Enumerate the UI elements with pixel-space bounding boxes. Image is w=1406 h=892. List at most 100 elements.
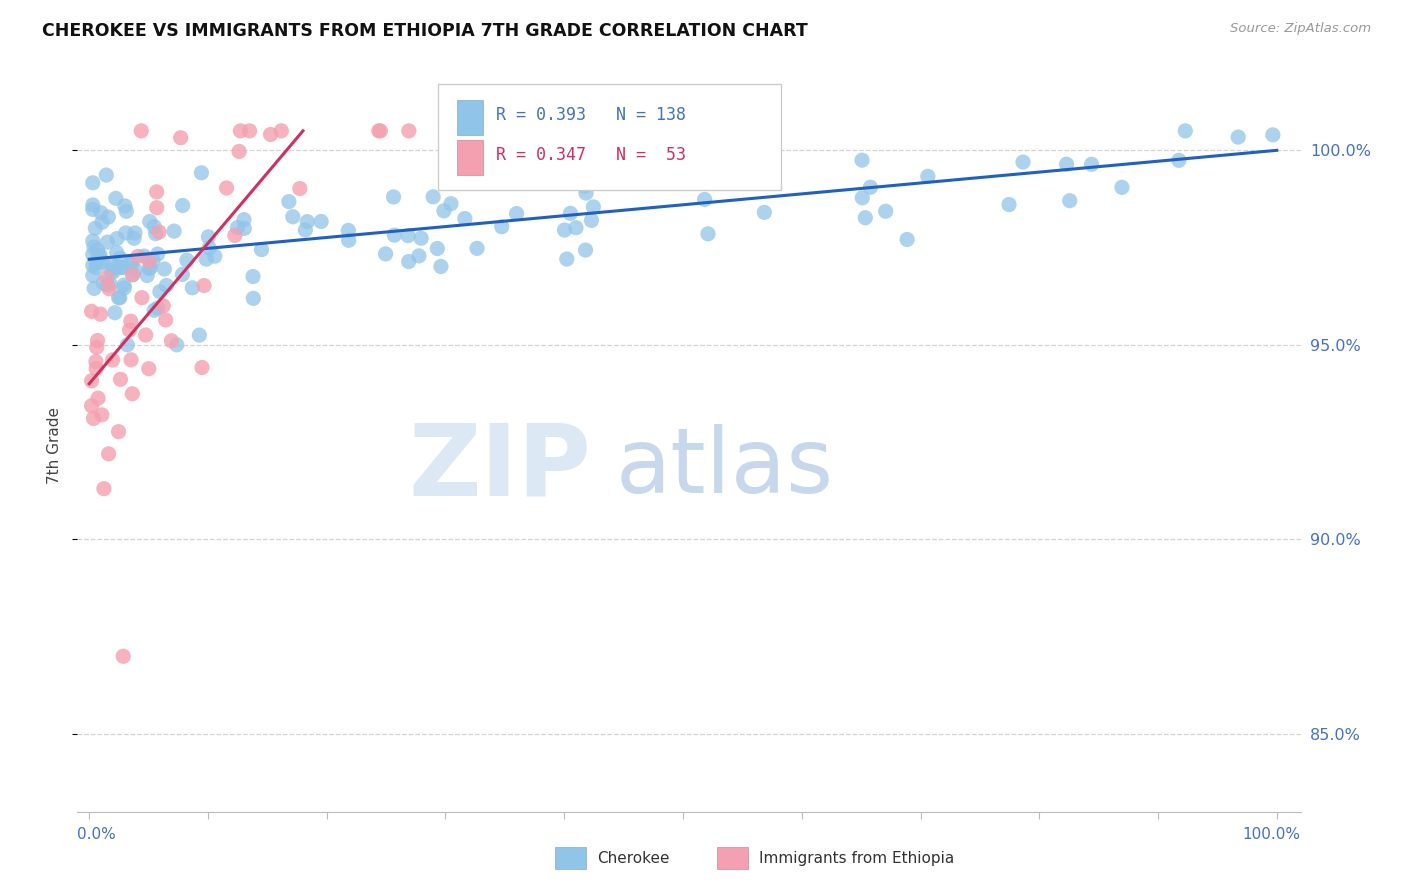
Point bbox=[337, 233, 360, 247]
Point bbox=[120, 314, 142, 328]
Point bbox=[134, 249, 156, 263]
Point bbox=[143, 219, 166, 234]
Point bbox=[250, 243, 273, 257]
Point bbox=[148, 225, 170, 239]
Point bbox=[98, 282, 121, 296]
Text: Source: ZipAtlas.com: Source: ZipAtlas.com bbox=[1230, 22, 1371, 36]
Point bbox=[91, 254, 114, 268]
Point bbox=[749, 124, 772, 138]
Point bbox=[112, 649, 135, 664]
Point bbox=[82, 411, 104, 425]
Point bbox=[1056, 157, 1078, 171]
Point bbox=[172, 198, 194, 212]
Point bbox=[145, 185, 167, 199]
Point bbox=[83, 281, 105, 295]
Point bbox=[560, 206, 582, 220]
Point bbox=[97, 447, 120, 461]
Point bbox=[89, 248, 111, 262]
Point bbox=[86, 334, 108, 348]
Point bbox=[398, 254, 420, 268]
Point bbox=[166, 338, 188, 352]
Point bbox=[411, 231, 433, 245]
Point bbox=[124, 262, 146, 277]
Point bbox=[851, 191, 873, 205]
Point bbox=[86, 244, 108, 258]
Point bbox=[84, 354, 107, 368]
Point bbox=[917, 169, 939, 184]
Point bbox=[82, 247, 104, 261]
Point bbox=[84, 260, 107, 275]
Point bbox=[82, 176, 104, 190]
Point bbox=[87, 391, 110, 405]
Point bbox=[512, 124, 534, 138]
Point bbox=[224, 228, 246, 243]
Point bbox=[155, 313, 177, 327]
Point bbox=[181, 281, 204, 295]
Point bbox=[84, 221, 107, 235]
Point bbox=[118, 323, 141, 337]
Point bbox=[104, 191, 127, 205]
Point bbox=[97, 210, 120, 224]
Point bbox=[693, 193, 716, 207]
FancyBboxPatch shape bbox=[457, 100, 484, 136]
Point bbox=[337, 223, 360, 237]
Point bbox=[242, 269, 264, 284]
Text: R = 0.393   N = 138: R = 0.393 N = 138 bbox=[496, 106, 686, 124]
Point bbox=[998, 197, 1021, 211]
Point bbox=[80, 399, 103, 413]
Point bbox=[155, 278, 177, 293]
Point bbox=[145, 227, 167, 241]
Text: Immigrants from Ethiopia: Immigrants from Ethiopia bbox=[759, 851, 955, 865]
Point bbox=[87, 249, 110, 263]
Point bbox=[554, 223, 576, 237]
Point bbox=[82, 268, 104, 283]
Point bbox=[145, 201, 167, 215]
Point bbox=[86, 340, 108, 354]
Point bbox=[112, 281, 135, 295]
Point bbox=[104, 306, 127, 320]
Point bbox=[238, 124, 260, 138]
Point bbox=[82, 234, 104, 248]
Point bbox=[491, 219, 513, 234]
Point bbox=[1174, 124, 1197, 138]
Point bbox=[89, 307, 111, 321]
Point bbox=[107, 425, 129, 439]
Point bbox=[117, 338, 139, 352]
Point bbox=[105, 231, 128, 245]
Point bbox=[565, 220, 588, 235]
Point bbox=[198, 241, 221, 255]
Point bbox=[135, 328, 157, 343]
Point bbox=[422, 190, 444, 204]
Text: atlas: atlas bbox=[616, 424, 834, 512]
Point bbox=[143, 303, 166, 318]
Point bbox=[105, 245, 128, 260]
Point bbox=[896, 232, 918, 246]
Point bbox=[582, 200, 605, 214]
Point bbox=[82, 202, 104, 217]
Point bbox=[138, 254, 160, 268]
Point bbox=[555, 252, 578, 266]
Point bbox=[114, 199, 136, 213]
Point bbox=[136, 268, 159, 283]
Point bbox=[120, 352, 142, 367]
Point bbox=[146, 247, 169, 261]
Point bbox=[1167, 153, 1189, 168]
Point bbox=[575, 186, 598, 200]
Point bbox=[697, 227, 720, 241]
Point bbox=[121, 268, 143, 282]
Y-axis label: 7th Grade: 7th Grade bbox=[46, 408, 62, 484]
Point bbox=[1080, 157, 1102, 171]
Point bbox=[80, 304, 103, 318]
Point bbox=[242, 291, 264, 305]
Point bbox=[160, 334, 183, 348]
Point bbox=[1012, 155, 1035, 169]
Point bbox=[599, 163, 621, 178]
Point bbox=[430, 260, 453, 274]
Point bbox=[190, 166, 212, 180]
Point bbox=[149, 285, 172, 299]
Point bbox=[259, 128, 281, 142]
Point bbox=[574, 243, 596, 257]
Point bbox=[228, 145, 250, 159]
Point bbox=[82, 259, 104, 273]
FancyBboxPatch shape bbox=[457, 140, 484, 176]
